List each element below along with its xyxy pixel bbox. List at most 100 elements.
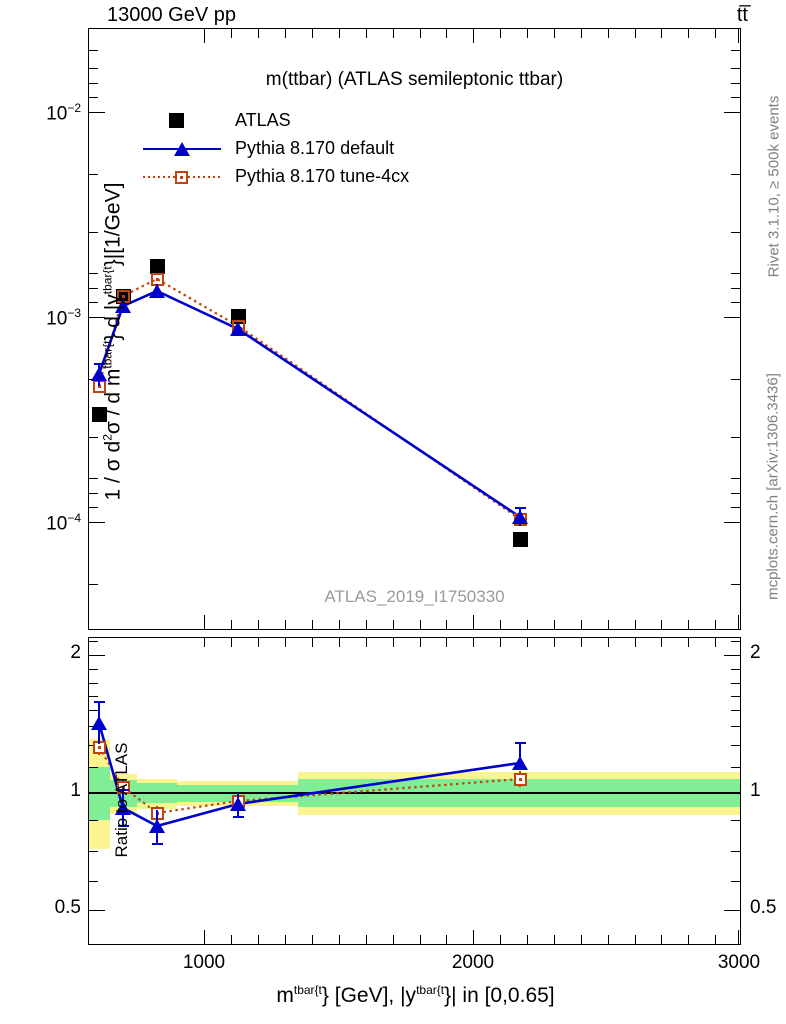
x-tick bbox=[500, 620, 502, 629]
x-tick bbox=[420, 638, 422, 647]
ratio-point-default bbox=[512, 756, 528, 770]
y-tick-minor bbox=[89, 881, 98, 883]
y-tick-minor bbox=[731, 851, 740, 853]
x-tick bbox=[500, 29, 502, 38]
x-tick bbox=[393, 935, 395, 944]
x-tick bbox=[258, 935, 260, 944]
y-tick-minor bbox=[89, 767, 98, 769]
y-tick-minor bbox=[731, 669, 740, 671]
y-tick-minor bbox=[731, 641, 740, 643]
open-square-dotted-icon bbox=[139, 163, 225, 191]
data-point-atlas bbox=[91, 406, 107, 422]
y-tick-minor bbox=[731, 273, 740, 275]
main-curves bbox=[97, 277, 521, 520]
x-tick bbox=[339, 935, 341, 944]
x-tick bbox=[527, 620, 529, 629]
x-tick bbox=[608, 29, 610, 38]
error-bar-cap bbox=[93, 701, 105, 704]
y-tick-minor bbox=[89, 493, 98, 495]
x-tick bbox=[473, 29, 475, 43]
x-tick bbox=[715, 935, 717, 944]
x-tick bbox=[661, 620, 663, 629]
y-tick-minor bbox=[731, 881, 740, 883]
y-tick-minor bbox=[731, 232, 740, 234]
y-tick-minor bbox=[89, 83, 98, 85]
x-tick bbox=[366, 935, 368, 944]
plot-title: m(ttbar) (ATLAS semileptonic ttbar) bbox=[265, 69, 564, 90]
x-tick bbox=[231, 620, 233, 629]
y-tick-minor bbox=[89, 851, 98, 853]
y-tick-minor bbox=[89, 478, 98, 480]
y-tick-minor bbox=[89, 97, 98, 99]
x-tick bbox=[204, 638, 206, 647]
x-tick bbox=[393, 620, 395, 629]
x-tick bbox=[420, 29, 422, 38]
data-point-default bbox=[91, 367, 107, 381]
y-tick-minor bbox=[89, 174, 98, 176]
x-tick bbox=[688, 935, 690, 944]
x-tick-major bbox=[738, 930, 740, 944]
y-tick-major bbox=[89, 522, 105, 524]
x-tick bbox=[500, 638, 502, 647]
y-tick-minor bbox=[89, 288, 98, 290]
y-tick-minor bbox=[89, 669, 98, 671]
x-tick bbox=[446, 620, 448, 629]
x-tick bbox=[688, 638, 690, 647]
ratio-y-tick-label-right: 1 bbox=[750, 780, 761, 801]
triangle-line-icon bbox=[139, 135, 225, 163]
curve-pythia-tune4cx bbox=[97, 277, 521, 520]
main-plot-area: m(ttbar) (ATLAS semileptonic ttbar) ATLA… bbox=[89, 29, 740, 629]
y-tick-minor bbox=[89, 507, 98, 509]
y-tick-minor bbox=[731, 493, 740, 495]
y-tick-major bbox=[724, 522, 740, 524]
error-bar-cap bbox=[514, 742, 526, 745]
data-point-default bbox=[115, 299, 131, 313]
x-tick bbox=[738, 29, 740, 43]
ratio-unity-line bbox=[89, 792, 740, 794]
y-tick-minor bbox=[731, 726, 740, 728]
y-tick-major bbox=[89, 655, 105, 657]
y-tick-major bbox=[89, 317, 105, 319]
error-bar-cap bbox=[232, 816, 244, 819]
y-tick-major bbox=[724, 655, 740, 657]
x-tick bbox=[635, 29, 637, 38]
x-tick bbox=[285, 29, 287, 38]
y-tick-label: 10−4 bbox=[46, 511, 81, 535]
y-tick-minor bbox=[89, 820, 98, 822]
x-tick bbox=[231, 935, 233, 944]
x-tick bbox=[393, 29, 395, 38]
x-tick bbox=[285, 620, 287, 629]
legend-label: Pythia 8.170 default bbox=[235, 138, 395, 158]
x-tick bbox=[661, 29, 663, 38]
x-tick bbox=[581, 935, 583, 944]
x-tick bbox=[258, 638, 260, 647]
y-tick-minor bbox=[89, 50, 98, 52]
y-tick-minor bbox=[89, 641, 98, 643]
x-tick bbox=[446, 29, 448, 38]
x-tick bbox=[339, 29, 341, 38]
y-tick-minor bbox=[731, 584, 740, 586]
y-tick-minor bbox=[731, 710, 740, 712]
x-tick bbox=[581, 638, 583, 647]
x-tick bbox=[285, 638, 287, 647]
x-tick bbox=[339, 638, 341, 647]
x-tick bbox=[527, 638, 529, 647]
x-tick bbox=[312, 620, 314, 629]
x-tick bbox=[366, 29, 368, 38]
x-tick bbox=[608, 935, 610, 944]
y-tick-minor bbox=[89, 302, 98, 304]
y-tick-minor bbox=[89, 696, 98, 698]
ratio-curve-tune4cx bbox=[98, 746, 521, 815]
x-tick bbox=[554, 935, 556, 944]
x-tick-major bbox=[204, 29, 206, 43]
x-tick bbox=[635, 638, 637, 647]
y-tick-major bbox=[724, 112, 740, 114]
x-tick bbox=[715, 620, 717, 629]
x-tick-label: 2000 bbox=[451, 952, 495, 973]
data-point-atlas bbox=[512, 531, 528, 547]
y-tick-minor bbox=[89, 273, 98, 275]
x-tick bbox=[500, 935, 502, 944]
y-tick-label: 10−3 bbox=[46, 306, 81, 330]
y-tick-major bbox=[724, 793, 740, 795]
y-tick-major bbox=[89, 910, 105, 912]
